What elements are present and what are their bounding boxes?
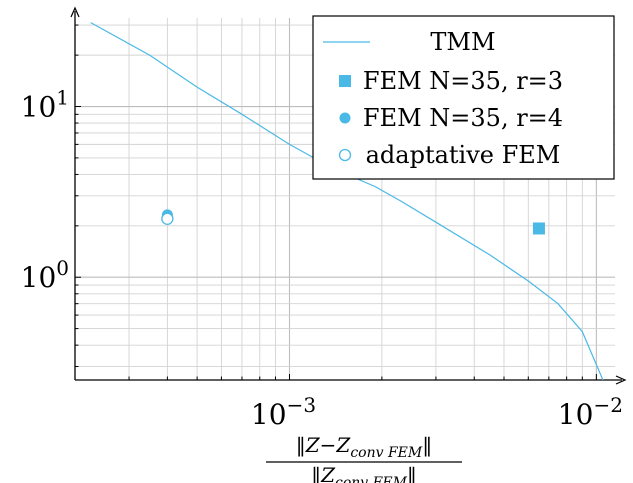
series-layer	[90, 22, 604, 381]
series-line-tmm	[90, 22, 604, 381]
legend-marker-open-circle	[338, 148, 352, 162]
legend-label: FEM N=35, r=4	[363, 104, 563, 132]
legend-label: TMM	[430, 28, 495, 56]
axes	[70, 6, 627, 385]
tick-labels: 10−3 10−2 100 101	[21, 86, 623, 431]
legend: TMM FEM N=35, r=3 FEM N=35, r=4 adaptative …	[312, 15, 615, 180]
legend-box	[312, 15, 615, 180]
x-axis-label: ‖Z−Zconv FEM‖‖Zconv FEM‖	[266, 433, 462, 483]
x-label-denominator: ‖Zconv FEM‖	[311, 463, 417, 483]
x-axis-arrow	[615, 375, 627, 385]
y-axis-arrow	[70, 6, 80, 18]
marker-adaptive-fem	[161, 212, 174, 225]
legend-label: adaptative FEM	[366, 141, 561, 169]
y-tick-label: 101	[21, 86, 69, 124]
x-label-numerator: ‖Z−Zconv FEM‖	[296, 433, 432, 461]
y-tick-label: 100	[21, 256, 69, 294]
legend-marker-circle	[339, 112, 351, 124]
x-tick-label: 10−2	[558, 393, 623, 431]
marker-fem-r3	[532, 222, 545, 235]
legend-label: FEM N=35, r=3	[363, 67, 563, 95]
x-tick-label: 10−3	[251, 393, 316, 431]
legend-marker-square	[339, 75, 351, 87]
